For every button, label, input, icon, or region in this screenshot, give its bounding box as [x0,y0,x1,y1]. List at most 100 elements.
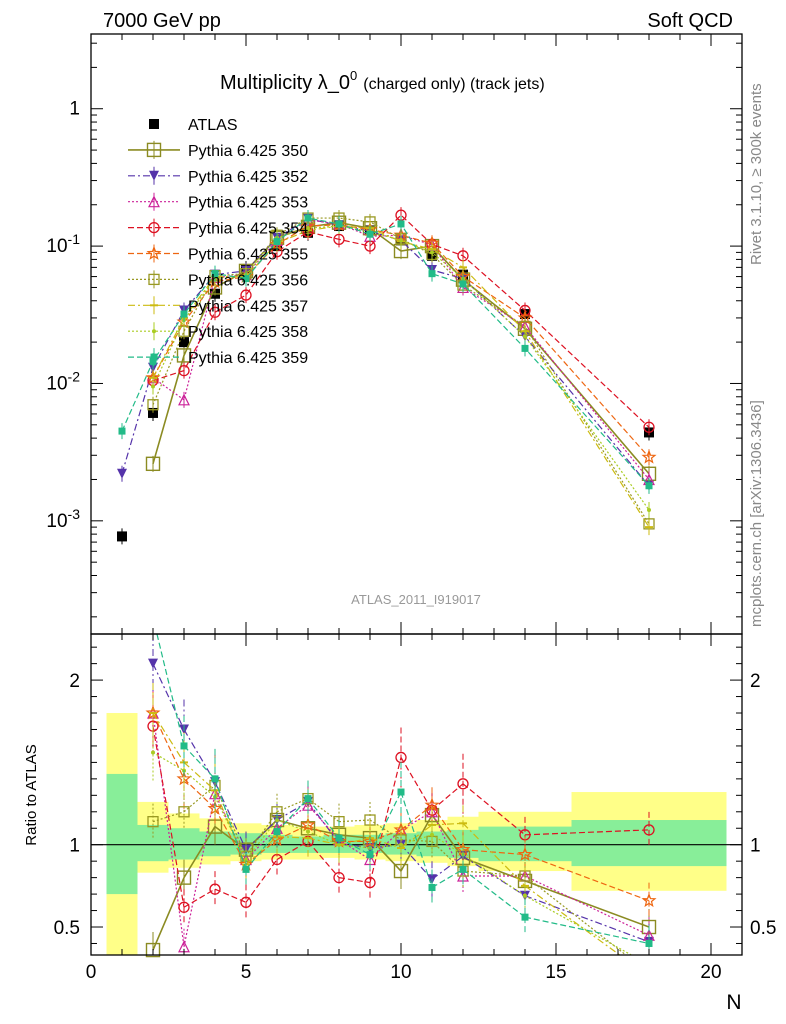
legend-label: ATLAS [188,117,238,134]
ratio-data-point [643,824,655,836]
ratio-data-point [244,857,248,862]
legend-marker [150,353,158,361]
x-axis-label: N [726,991,741,1014]
ratio-data-point [397,788,405,796]
ratio-series-line [214,808,247,865]
uncertainty-band-inner [137,824,169,862]
data-point [180,310,188,318]
data-point [178,364,190,377]
analysis-watermark: ATLAS_2011_I919017 [351,592,481,607]
ratio-series-line [214,785,247,857]
data-point [118,427,126,435]
ratio-series-line [338,837,371,856]
data-point [240,289,252,301]
ratio-y-tick-label: 2 [69,671,80,692]
uncertainty-band-inner [106,773,138,895]
ratio-series-line [245,859,278,903]
ratio-data-point [178,806,190,818]
data-point [306,226,310,231]
data-point [242,275,250,283]
legend-marker [148,195,160,208]
ratio-series-line [524,829,650,836]
ratio-data-point [148,658,158,669]
data-point [647,507,651,512]
ratio-y-tick-label: 2 [750,671,761,692]
data-point [366,230,374,238]
legend-marker [148,273,160,286]
ratio-series-line [183,761,216,791]
data-point [304,214,312,222]
rivet-side-label: Rivet 3.1.10, ≥ 300k events [748,83,765,265]
ratio-series-line [183,888,216,908]
ratio-series-line [400,791,433,888]
ratio-series-line [431,855,464,880]
series-line [152,225,650,528]
ratio-series-line [183,778,216,809]
uncertainty-bands [106,713,727,955]
plot-title: Multiplicity λ_00 (charged only) (track j… [220,68,545,94]
legend-marker [146,245,162,260]
ratio-frame [90,633,743,956]
ratio-data-point [300,817,316,832]
data-point [459,280,467,288]
ratio-series-line [338,834,371,839]
legend-label: Pythia 6.425 353 [188,195,308,212]
ratio-data-point [457,778,469,790]
data-point [430,250,434,255]
energy-label: 7000 GeV pp [103,10,221,32]
data-point [117,468,127,479]
x-tick-label: 0 [86,962,97,983]
ratio-series-line [431,868,464,889]
data-point [211,270,219,278]
plot-title-sub: (charged only) (track jets) [363,76,544,93]
data-point [178,393,190,406]
series-line [152,225,650,511]
legend-label: Pythia 6.425 354 [188,221,308,238]
ratio-series-line [431,804,464,850]
ratio-series-line [245,831,278,870]
y-tick-label: 10-1 [46,231,80,257]
ratio-data-point [180,742,188,750]
ratio-data-point [147,816,159,828]
legend-label: Pythia 6.425 357 [188,298,308,315]
ratio-series-line [245,839,278,865]
ratio-data-point [430,832,434,837]
data-point [117,531,127,542]
legend-label: Pythia 6.425 355 [188,247,308,264]
legend-marker [149,119,159,129]
ratio-series-line [307,798,340,839]
ratio-data-point [337,842,341,847]
ratio-series-line [369,757,402,883]
ratio-series-line [400,757,433,811]
process-label: Soft QCD [647,10,733,32]
ratio-data-point [209,883,221,895]
ratio-series-line [214,790,247,865]
ratio-series-line [524,880,650,928]
y-tick-label: 10-2 [46,368,80,394]
legend-marker [149,170,159,181]
main-series-group [117,207,657,545]
data-point [145,456,161,472]
ratio-data-point [176,870,192,885]
ratio-series-line [462,854,526,897]
ratio-series-line [400,811,433,831]
ratio-y-tick-label: 1 [69,836,80,857]
ratio-data-point [240,896,252,908]
legend-label: Pythia 6.425 356 [188,272,308,289]
ratio-data-point [517,846,533,861]
data-point [209,306,221,318]
ratio-series-line [276,798,309,832]
data-point [428,270,436,278]
data-point [333,233,345,245]
legend-label: Pythia 6.425 350 [188,143,308,160]
ratio-series-line [524,854,650,902]
ratio-series-line [462,868,526,918]
ratio-series-line [245,819,278,860]
data-point [149,357,157,365]
ratio-data-point [364,876,376,889]
ratio-data-point [145,942,161,958]
ratio-series-line [183,826,216,879]
x-tick-label: 5 [241,962,252,983]
ratio-series-line [183,745,216,780]
ratio-series-line [369,844,402,849]
